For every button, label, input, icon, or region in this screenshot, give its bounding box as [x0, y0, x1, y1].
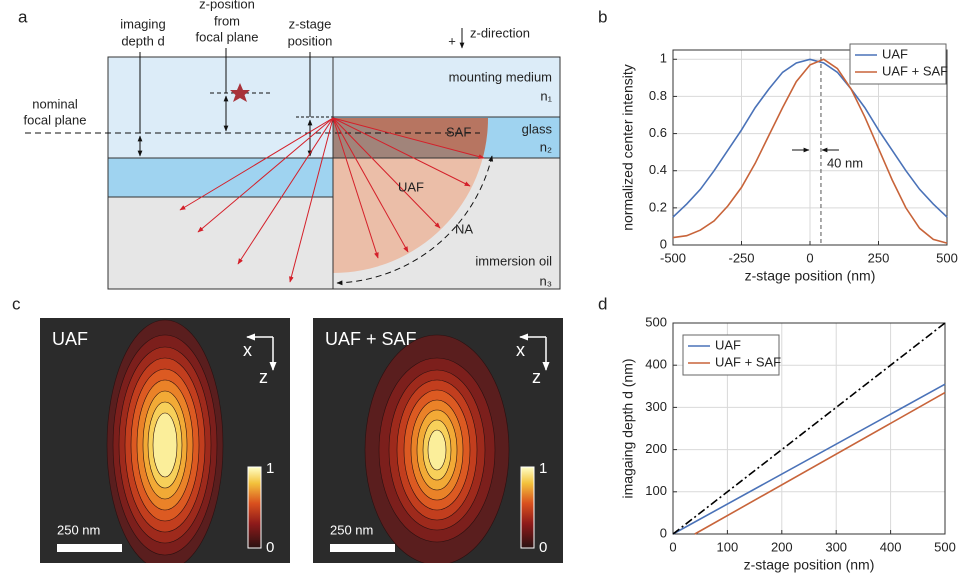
x-tick-label: 250 — [868, 250, 890, 265]
colorbar-tick: 1 — [539, 460, 547, 477]
label: depth d — [121, 33, 164, 48]
axis-label: z — [532, 367, 541, 387]
x-axis-label: z-stage position (nm) — [744, 557, 875, 573]
layer — [333, 57, 560, 117]
y-tick-label: 400 — [645, 357, 667, 372]
label: NA — [455, 221, 473, 236]
legend-label: UAF + SAF — [715, 354, 781, 369]
layer — [108, 57, 333, 158]
label: mounting medium — [449, 69, 552, 84]
scale-bar — [330, 544, 395, 552]
colorbar-tick: 0 — [539, 539, 547, 556]
label: n₁ — [540, 88, 552, 103]
label: n₃ — [539, 273, 552, 288]
label: z-position — [199, 0, 255, 11]
axis-label: x — [516, 340, 525, 360]
y-tick-label: 0.2 — [649, 199, 667, 214]
contours — [364, 334, 510, 563]
y-axis-label: normalized center intensity — [620, 64, 636, 231]
legend-label: UAF — [715, 337, 741, 352]
colorbar — [520, 466, 535, 549]
x-tick-label: 0 — [669, 539, 676, 554]
label: position — [288, 33, 333, 48]
colorbar-tick: 1 — [266, 460, 274, 477]
label: focal plane — [196, 29, 259, 44]
series-line — [672, 383, 946, 535]
label: from — [214, 13, 240, 28]
contour — [152, 412, 178, 478]
series-line — [672, 58, 948, 218]
legend-label: UAF — [882, 46, 908, 61]
x-tick-label: -250 — [728, 250, 754, 265]
legend-label: UAF + SAF — [882, 63, 948, 78]
image-title: UAF — [52, 329, 88, 349]
contour — [427, 429, 447, 471]
label: UAF — [398, 179, 424, 194]
x-tick-label: 500 — [936, 250, 958, 265]
scale-bar — [57, 544, 122, 552]
colorbar — [247, 466, 262, 549]
series-line — [672, 58, 948, 244]
y-tick-label: 100 — [645, 483, 667, 498]
axis-label: x — [243, 340, 252, 360]
layer — [108, 158, 333, 197]
label: + — [448, 33, 456, 48]
series-line — [672, 322, 946, 535]
contours — [106, 319, 224, 563]
annotation: 40 nm — [827, 155, 863, 170]
axis-label: z — [259, 367, 268, 387]
scale-label: 250 nm — [57, 522, 100, 537]
x-tick-label: 200 — [771, 539, 793, 554]
label: immersion oil — [475, 253, 552, 268]
y-tick-label: 0.4 — [649, 162, 667, 177]
label: SAF — [446, 124, 471, 139]
legend-box — [849, 43, 947, 85]
y-tick-label: 500 — [645, 314, 667, 329]
series-line — [694, 391, 946, 535]
panel-label: d — [598, 294, 607, 313]
x-tick-label: 400 — [880, 539, 902, 554]
x-tick-label: 300 — [825, 539, 847, 554]
y-tick-label: 1 — [660, 51, 667, 66]
x-tick-label: -500 — [660, 250, 686, 265]
scale-label: 250 nm — [330, 522, 373, 537]
label: z-direction — [470, 25, 530, 40]
x-axis-label: z-stage position (nm) — [745, 268, 876, 284]
x-tick-label: 500 — [934, 539, 956, 554]
x-tick-label: 0 — [806, 250, 813, 265]
y-axis-label: imagaing depth d (nm) — [620, 358, 636, 498]
panel-label: c — [12, 294, 21, 313]
colorbar-tick: 0 — [266, 539, 274, 556]
x-tick-label: 100 — [717, 539, 739, 554]
emitter — [230, 83, 250, 102]
label: nominal — [32, 96, 78, 111]
panel-a: a imaging depth d — [18, 0, 561, 290]
y-tick-label: 200 — [645, 441, 667, 456]
image-title: UAF + SAF — [325, 329, 417, 349]
label: z-stage — [289, 16, 332, 31]
rays — [179, 117, 485, 283]
y-tick-label: 0 — [660, 236, 667, 251]
layer — [108, 197, 333, 289]
panel-label: b — [598, 7, 607, 26]
plot-frame — [672, 49, 948, 246]
label: focal plane — [24, 112, 87, 127]
legend-box — [682, 334, 780, 376]
y-tick-label: 0 — [660, 525, 667, 540]
y-tick-label: 0.6 — [649, 125, 667, 140]
label: glass — [522, 121, 553, 136]
panel-label: a — [18, 7, 28, 26]
y-tick-label: 300 — [645, 399, 667, 414]
y-tick-label: 0.8 — [649, 88, 667, 103]
plot-frame — [672, 322, 946, 535]
label: imaging — [120, 16, 166, 31]
label: n₂ — [540, 139, 552, 154]
